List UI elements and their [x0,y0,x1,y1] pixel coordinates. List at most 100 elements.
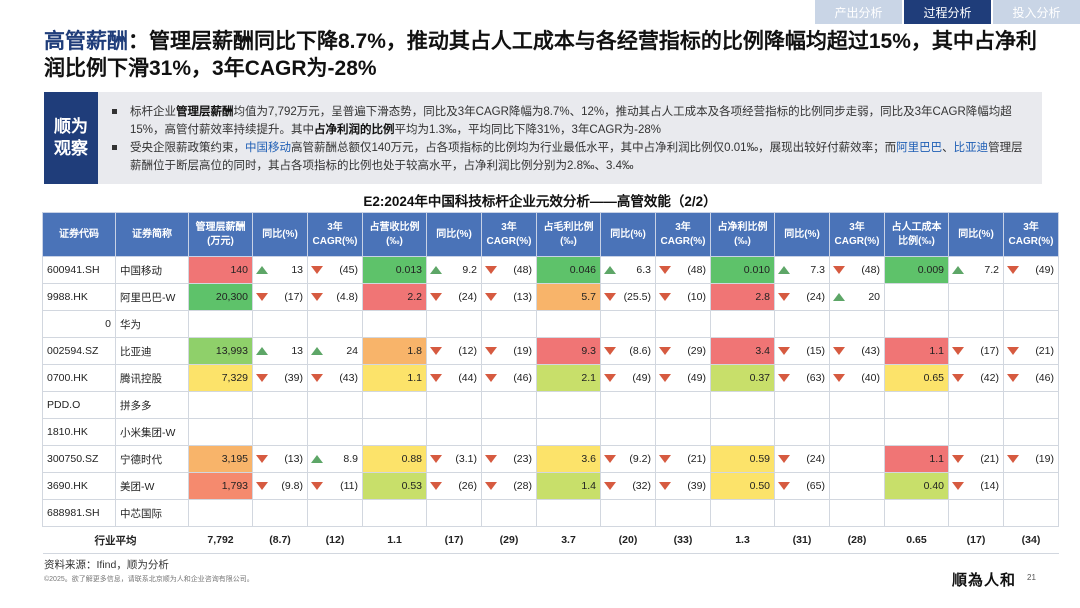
company-highlight: 阿里巴巴 [896,142,943,154]
trend-cell: (49) [1003,256,1059,284]
value-cell [1003,472,1059,500]
triangle-down-icon [485,374,497,382]
heat-cell: 0.59 [710,445,775,473]
trend-cell: (45) [307,256,363,284]
trend-value: (10) [687,291,706,303]
column-header: 同比(%) [774,212,830,257]
trend-value: (17) [980,345,999,357]
trend-cell: (28) [481,472,537,500]
trend-cell: (48) [829,256,885,284]
average-value: (8.7) [252,526,308,554]
value-cell [426,499,482,527]
trend-value: (63) [806,372,825,384]
trend-cell: (14) [948,472,1004,500]
trend-value: (49) [632,372,651,384]
column-header: 3年CAGR(%) [481,212,537,257]
security-name-cell: 腾讯控股 [115,364,189,392]
triangle-down-icon [833,374,845,382]
value-cell [1003,499,1059,527]
heat-cell: 0.65 [884,364,949,392]
average-value: (12) [307,526,363,554]
heat-cell: 1.8 [362,337,427,365]
heat-cell: 9.3 [536,337,601,365]
security-name-cell: 美团-W [115,472,189,500]
value-cell [536,310,601,338]
trend-value: (9.2) [629,453,651,465]
page-number: 21 [1027,573,1036,582]
value-cell [362,391,427,419]
heat-cell: 5.7 [536,283,601,311]
trend-cell: (24) [774,445,830,473]
text-bold: 占净利润的比例 [314,124,395,136]
trend-cell: 9.2 [426,256,482,284]
trend-cell: (19) [481,337,537,365]
trend-cell: (21) [655,445,711,473]
trend-value: (49) [687,372,706,384]
trend-value: (25.5) [623,291,651,303]
heat-cell: 0.010 [710,256,775,284]
trend-value: (4.8) [336,291,358,303]
trend-value: (11) [340,480,358,492]
observation-paragraph-1: 标杆企业管理层薪酬均值为7,792万元，呈普遍下滑态势，同比及3年CAGR降幅为… [110,103,1032,139]
triangle-down-icon [833,266,845,274]
security-name-cell: 华为 [115,310,189,338]
value-cell [536,418,601,446]
security-name-cell: 拼多多 [115,391,189,419]
column-header: 占净利比例(‰) [710,212,775,257]
value-cell [948,418,1004,446]
security-code-cell: 600941.SH [42,256,116,284]
tab-input-analysis[interactable]: 投入分析 [993,0,1080,24]
triangle-down-icon [256,455,268,463]
heat-cell: 3.6 [536,445,601,473]
column-header: 占毛利比例(‰) [536,212,601,257]
triangle-up-icon [604,266,616,274]
triangle-down-icon [659,482,671,490]
value-cell [481,391,537,419]
triangle-down-icon [604,347,616,355]
average-value: (17) [948,526,1004,554]
value-cell [536,499,601,527]
heat-cell: 1.1 [362,364,427,392]
tab-output-analysis[interactable]: 产出分析 [815,0,902,24]
trend-value: (13) [284,453,303,465]
average-row: 行业平均 7,792 (8.7) (12) 1.1 (17) (29) 3.7 (20) (33)… [42,526,1059,554]
average-value: (29) [481,526,537,554]
trend-value: (26) [458,480,477,492]
triangle-down-icon [778,347,790,355]
value-cell [829,499,885,527]
triangle-down-icon [311,374,323,382]
trend-value: 7.3 [810,264,825,276]
tab-process-analysis[interactable]: 过程分析 [904,0,991,24]
average-label: 行业平均 [42,526,189,554]
value-cell [188,418,253,446]
trend-cell: (11) [307,472,363,500]
heat-cell: 7,329 [188,364,253,392]
value-cell [188,310,253,338]
trend-cell: (21) [1003,337,1059,365]
trend-cell: (43) [829,337,885,365]
bullet-icon [112,109,117,114]
average-value: 1.3 [710,526,775,554]
security-code-cell: 3690.HK [42,472,116,500]
value-cell [884,310,949,338]
trend-cell: (24) [426,283,482,311]
value-cell [252,499,308,527]
average-value: (34) [1003,526,1059,554]
trend-cell: (48) [655,256,711,284]
trend-value: (12) [458,345,477,357]
trend-cell: 7.2 [948,256,1004,284]
value-cell [481,499,537,527]
triangle-up-icon [430,266,442,274]
triangle-down-icon [430,482,442,490]
trend-cell: (17) [948,337,1004,365]
triangle-down-icon [430,455,442,463]
trend-value: (65) [806,480,825,492]
value-cell [252,391,308,419]
table-row: 1810.HK 小米集团-W [42,418,1059,446]
triangle-down-icon [778,455,790,463]
text-span: 均值为7,792万元，呈普遍下滑态势，同比及3年CAGR降幅为8.7%、12%，… [130,106,1012,136]
value-cell [884,499,949,527]
average-value: (20) [600,526,656,554]
value-cell [426,391,482,419]
value-cell [948,310,1004,338]
